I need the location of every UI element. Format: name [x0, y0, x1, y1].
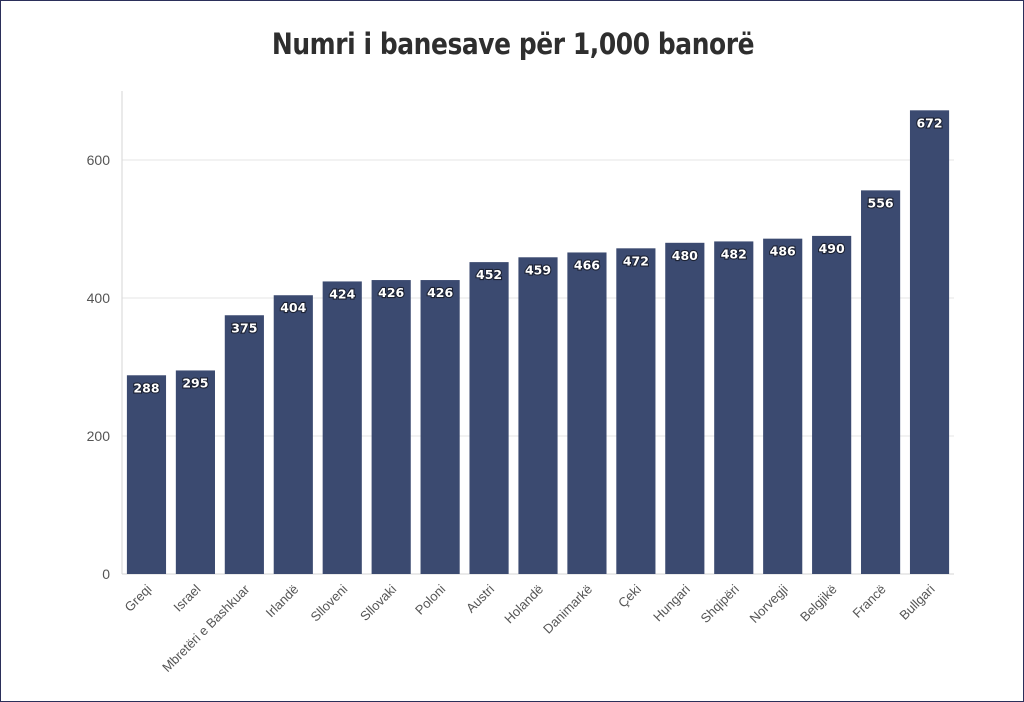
- bar-value-label: 452: [476, 267, 502, 282]
- bar-6: [420, 280, 460, 574]
- bar-12: [714, 241, 754, 575]
- x-tick-label: Irlandë: [263, 582, 302, 621]
- x-tick-label: Çeki: [615, 581, 644, 610]
- bar-8: [518, 257, 558, 574]
- x-tick-label: Norvegji: [747, 581, 791, 625]
- x-tick-label: Danimarkë: [540, 582, 595, 637]
- bar-5: [371, 280, 411, 574]
- bars: [126, 110, 950, 575]
- bar-value-label: 482: [721, 246, 747, 261]
- y-tick-label: 200: [87, 428, 111, 444]
- bar-1: [175, 370, 215, 574]
- bar-9: [567, 252, 607, 574]
- bar-value-label: 426: [378, 285, 404, 300]
- x-tick-label: Mbretëri e Bashkuar: [159, 581, 253, 675]
- x-tick-label: Slloveni: [308, 581, 351, 624]
- bar-value-label: 375: [231, 320, 257, 335]
- bar-value-label: 490: [819, 241, 845, 256]
- bar-value-label: 486: [770, 244, 796, 259]
- bar-16: [909, 110, 950, 574]
- bar-11: [665, 242, 705, 575]
- bar-0: [126, 375, 167, 574]
- bar-value-label: 556: [868, 195, 894, 210]
- bar-value-label: 424: [329, 286, 355, 301]
- data-labels: 288 295 375 404 424 426 426 452 459 466 472 480 482 4…: [132, 114, 943, 396]
- x-tick-label: Hungari: [650, 581, 693, 624]
- x-tick-label: Bullgari: [896, 581, 937, 622]
- x-tick-label: Poloni: [412, 581, 448, 617]
- bar-value-label: 466: [574, 257, 600, 272]
- bar-value-label: 472: [623, 253, 649, 268]
- y-axis: 0 200 400 600: [87, 91, 123, 582]
- x-tick-label: Holandë: [501, 582, 546, 627]
- bar-value-label: 672: [916, 115, 942, 130]
- y-tick-label: 600: [87, 152, 111, 168]
- x-tick-label: Belgjikë: [797, 582, 840, 625]
- y-tick-label: 400: [87, 290, 111, 306]
- x-tick-label: Sllovaki: [357, 581, 399, 623]
- bar-15: [861, 190, 901, 575]
- bar-value-label: 426: [427, 285, 453, 300]
- bar-10: [616, 248, 656, 574]
- y-tick-label: 0: [102, 566, 110, 582]
- bar-7: [469, 262, 509, 574]
- chart-title: Numri i banesave për 1,000 banorë: [271, 27, 755, 61]
- x-tick-label: Greqi: [122, 581, 155, 614]
- bar-4: [322, 281, 362, 574]
- bar-value-label: 295: [182, 375, 208, 390]
- bar-13: [763, 238, 803, 574]
- bar-14: [812, 235, 852, 574]
- bar-value-label: 404: [280, 300, 306, 315]
- x-tick-label: Shqipëri: [698, 581, 742, 625]
- x-tick-label: Austri: [463, 581, 497, 615]
- bar-value-label: 288: [133, 380, 159, 395]
- bar-2: [224, 315, 264, 574]
- bar-value-label: 480: [672, 248, 698, 263]
- bar-value-label: 459: [525, 262, 551, 277]
- x-tick-label: Francë: [849, 582, 888, 621]
- bar-3: [273, 295, 313, 574]
- x-tick-label: Israel: [170, 581, 203, 614]
